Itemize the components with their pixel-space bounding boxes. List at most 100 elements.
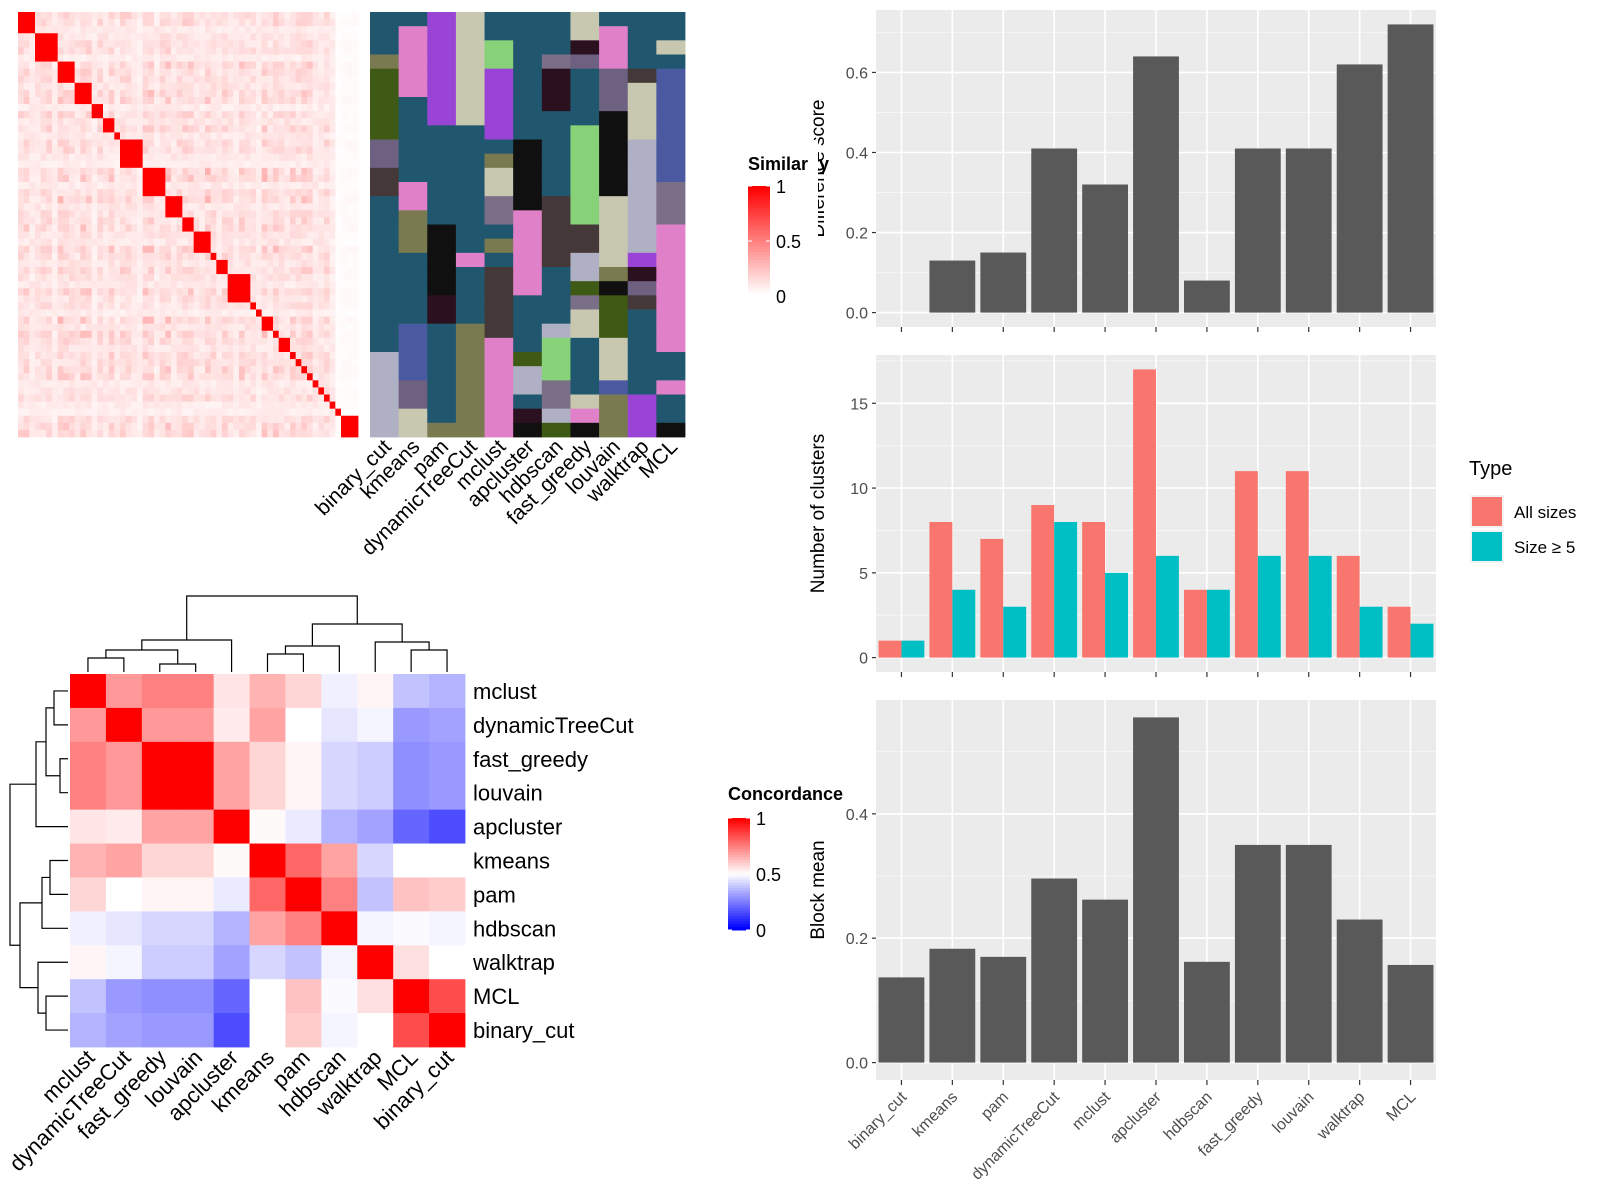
similarity-cell: [91, 394, 98, 402]
similarity-cell: [103, 373, 110, 381]
membership-cell: [599, 352, 629, 367]
similarity-cell: [199, 210, 206, 218]
similarity-cell: [148, 231, 155, 240]
similarity-cell: [329, 174, 336, 183]
similarity-cell: [261, 422, 268, 431]
similarity-cell: [352, 97, 359, 105]
similarity-cell: [307, 189, 314, 197]
similarity-cell: [108, 337, 115, 346]
similarity-cell: [131, 182, 138, 190]
similarity-cell: [250, 139, 257, 147]
similarity-cell: [35, 203, 42, 211]
similarity-cell: [35, 61, 42, 70]
similarity-cell: [120, 373, 127, 381]
similarity-cell: [295, 323, 302, 332]
similarity-cell: [307, 366, 314, 374]
similarity-cell: [182, 274, 189, 282]
membership-cell: [455, 97, 485, 112]
similarity-cell: [182, 75, 189, 84]
similarity-cell: [142, 125, 149, 133]
similarity-cell: [91, 415, 98, 424]
similarity-cell: [182, 132, 189, 140]
similarity-cell: [295, 217, 302, 225]
y-tick-label: 10: [850, 481, 868, 498]
similarity-cell: [244, 97, 251, 105]
similarity-cell: [40, 203, 47, 211]
similarity-cell: [125, 408, 132, 417]
similarity-cell: [114, 422, 121, 431]
similarity-cell: [290, 366, 297, 374]
similarity-cell: [23, 182, 30, 190]
similarity-cell: [227, 281, 234, 289]
similarity-cell: [52, 68, 59, 77]
similarity-cell: [210, 104, 217, 112]
similarity-cell: [52, 167, 59, 176]
similarity-cell: [295, 82, 302, 91]
concordance-cell: [429, 809, 466, 844]
similarity-cell: [40, 111, 47, 119]
similarity-cell: [108, 47, 115, 55]
similarity-cell: [278, 373, 285, 381]
similarity-cell: [120, 323, 127, 332]
similarity-cell: [301, 54, 308, 62]
membership-cell: [427, 12, 457, 27]
membership-column-labels: binary_cutkmeanspamdynamicTreeCutmclusta…: [311, 435, 682, 560]
similarity-cell: [171, 330, 178, 339]
concordance-cell: [285, 809, 322, 844]
membership-cell: [513, 125, 543, 140]
similarity-cell: [284, 12, 291, 20]
similarity-cell: [35, 429, 42, 438]
similarity-cell: [307, 274, 314, 282]
dendrogram-branch: [53, 690, 68, 726]
similarity-cell: [261, 238, 268, 247]
similarity-cell: [80, 302, 87, 310]
similarity-cell: [227, 344, 234, 353]
similarity-cell: [335, 174, 342, 183]
similarity-cell: [176, 132, 183, 140]
similarity-cell: [335, 61, 342, 70]
similarity-cell: [324, 373, 331, 381]
similarity-cell: [290, 89, 297, 98]
similarity-cell: [69, 380, 76, 388]
similarity-cell: [227, 26, 234, 34]
similarity-cell: [182, 323, 189, 332]
similarity-cell: [352, 309, 359, 317]
similarity-cell: [125, 125, 132, 133]
similarity-cell: [329, 295, 336, 303]
similarity-cell: [346, 167, 353, 176]
similarity-cell: [301, 323, 308, 332]
similarity-cell: [284, 82, 291, 91]
similarity-cell: [165, 132, 172, 140]
membership-cell: [656, 337, 686, 353]
similarity-cell: [295, 415, 302, 424]
similarity-cell: [137, 26, 144, 34]
similarity-cell: [193, 61, 200, 70]
similarity-cell: [329, 316, 336, 325]
similarity-legend-bar-segment: [748, 186, 770, 190]
similarity-cell: [301, 373, 308, 381]
concordance-row-label: kmeans: [473, 849, 550, 874]
similarity-cell: [205, 139, 212, 147]
similarity-cell: [233, 401, 240, 410]
similarity-cell: [120, 167, 127, 176]
similarity-cell: [346, 19, 353, 27]
similarity-cell: [324, 429, 331, 438]
similarity-cell: [57, 89, 64, 98]
similarity-cell: [18, 344, 25, 353]
concordance-cell: [321, 911, 358, 946]
similarity-cell: [256, 54, 263, 62]
similarity-cell: [261, 344, 268, 353]
similarity-cell: [120, 366, 127, 374]
membership-cell: [570, 12, 600, 27]
similarity-cell: [227, 415, 234, 424]
similarity-cell: [250, 118, 257, 126]
concordance-cell: [429, 877, 466, 912]
similarity-cell: [142, 118, 149, 126]
similarity-cell: [216, 359, 223, 367]
similarity-cell: [29, 267, 36, 275]
similarity-legend-bar-segment: [748, 230, 770, 234]
similarity-cell: [256, 394, 263, 402]
similarity-cell: [256, 196, 263, 204]
similarity-cell: [103, 167, 110, 176]
similarity-cell: [86, 267, 93, 275]
